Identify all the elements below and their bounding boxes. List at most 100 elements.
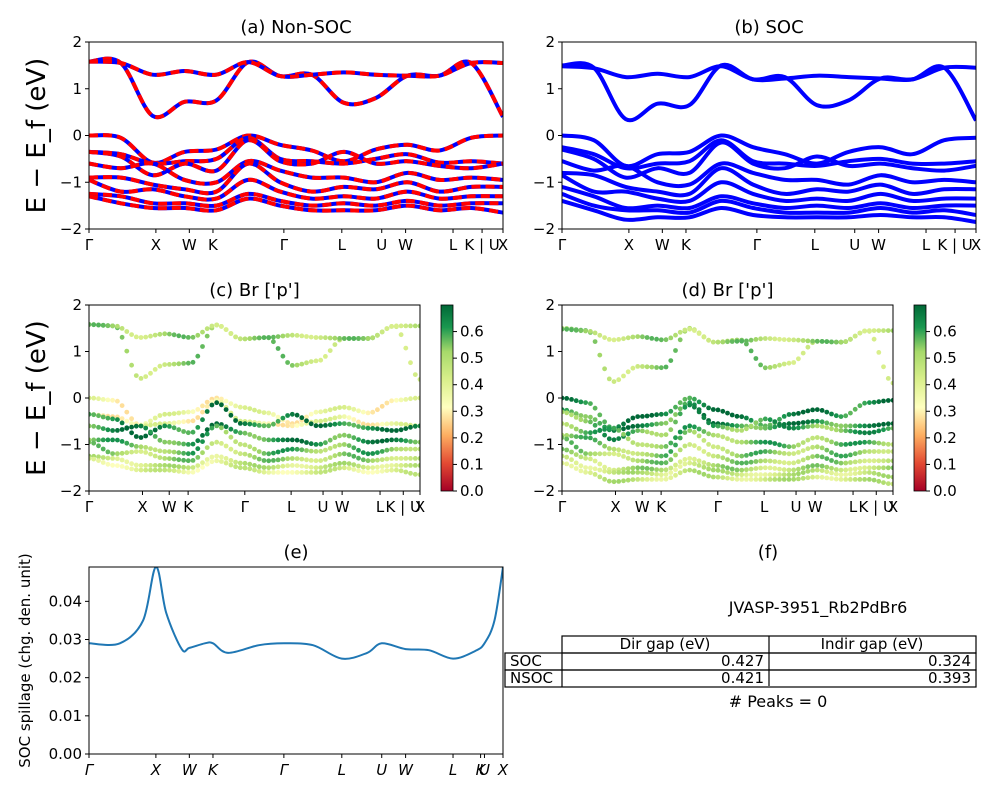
projection-point xyxy=(583,418,588,424)
projection-point xyxy=(843,423,849,429)
projection-point xyxy=(583,430,588,436)
projection-point xyxy=(167,463,172,468)
projection-point xyxy=(110,451,115,456)
projection-point xyxy=(228,412,234,418)
projection-point xyxy=(237,460,243,466)
projection-point xyxy=(796,356,801,362)
x-tick-label: W xyxy=(398,236,413,254)
projection-point xyxy=(592,422,598,428)
projection-point xyxy=(138,467,144,473)
projection-point xyxy=(167,449,172,454)
band-line-nonsoc-dash xyxy=(89,138,503,178)
cell-indir: 0.393 xyxy=(928,669,971,687)
projection-point xyxy=(753,420,759,426)
projection-point xyxy=(190,359,196,365)
projection-point xyxy=(181,469,187,475)
projection-point xyxy=(810,474,815,480)
projection-point xyxy=(370,439,376,445)
projection-point xyxy=(318,357,324,363)
y-tick-label: 0.01 xyxy=(49,707,82,725)
projection-point xyxy=(805,344,811,350)
projection-point xyxy=(786,444,792,450)
projection-point xyxy=(304,418,309,424)
projection-point xyxy=(143,374,149,379)
projection-point xyxy=(370,469,376,475)
projection-point xyxy=(592,451,598,457)
projection-point xyxy=(261,423,267,429)
projection-point xyxy=(729,339,735,344)
projection-point xyxy=(398,446,404,452)
projection-point xyxy=(597,440,603,446)
projection-point xyxy=(819,463,825,469)
projection-point xyxy=(110,456,115,461)
projection-point xyxy=(403,463,409,468)
projection-point xyxy=(715,433,721,438)
projection-point xyxy=(767,465,773,471)
projection-point xyxy=(706,431,711,437)
projection-point xyxy=(261,437,267,442)
projection-point xyxy=(658,411,664,417)
projection-point xyxy=(266,410,272,416)
projection-point xyxy=(157,424,163,430)
projection-point xyxy=(824,456,830,461)
projection-point xyxy=(588,419,593,425)
projection-point xyxy=(852,466,858,472)
projection-point xyxy=(796,471,801,477)
projection-point xyxy=(564,454,570,460)
projection-point xyxy=(663,467,669,473)
projection-point xyxy=(848,471,853,477)
projection-point xyxy=(96,396,101,402)
projection-point xyxy=(360,409,366,415)
projection-point xyxy=(171,456,177,462)
band-line-soc xyxy=(562,184,976,211)
projection-point xyxy=(862,449,867,454)
projection-point xyxy=(375,332,380,338)
projection-point xyxy=(200,417,205,423)
projection-point xyxy=(829,421,834,427)
y-tick-label: −2 xyxy=(60,482,82,500)
projection-point xyxy=(734,453,740,459)
projection-point xyxy=(346,415,352,420)
projection-point xyxy=(356,455,361,461)
projection-point xyxy=(275,470,281,475)
projection-point xyxy=(649,364,655,370)
projection-point xyxy=(403,345,409,351)
projection-point xyxy=(379,438,385,444)
projection-point xyxy=(190,450,196,456)
projection-point xyxy=(138,423,144,429)
projection-point xyxy=(597,420,603,426)
projection-point xyxy=(758,417,763,423)
projection-point xyxy=(857,430,863,435)
projection-point xyxy=(843,428,849,434)
projection-point xyxy=(682,443,688,449)
projection-point xyxy=(379,403,385,409)
x-tick-label: X xyxy=(151,236,161,254)
projection-point xyxy=(734,439,740,445)
projection-point xyxy=(843,339,849,344)
projection-point xyxy=(412,395,418,401)
projection-point xyxy=(327,467,333,473)
projection-point xyxy=(384,447,390,453)
projection-point xyxy=(573,411,579,417)
projection-point xyxy=(148,446,153,451)
projection-point xyxy=(389,324,394,329)
projection-point xyxy=(640,364,645,369)
projection-point xyxy=(252,407,257,413)
colorbar-tick-label: 0.1 xyxy=(460,455,484,473)
projection-point xyxy=(332,335,338,341)
projection-point xyxy=(275,464,281,470)
projection-point xyxy=(838,472,844,478)
colorbar-tick-label: 0.2 xyxy=(933,429,957,447)
projection-point xyxy=(777,459,782,465)
projection-point xyxy=(280,448,286,454)
projection-point xyxy=(233,439,239,445)
projection-point xyxy=(375,457,380,463)
projection-point xyxy=(171,411,177,416)
projection-point xyxy=(829,450,834,456)
projection-point xyxy=(285,456,290,462)
projection-point xyxy=(124,348,130,354)
colorbar-tick-label: 0.5 xyxy=(933,349,957,367)
y-tick-label: 2 xyxy=(545,33,555,51)
projection-point xyxy=(701,460,707,466)
projection-point xyxy=(162,423,168,429)
